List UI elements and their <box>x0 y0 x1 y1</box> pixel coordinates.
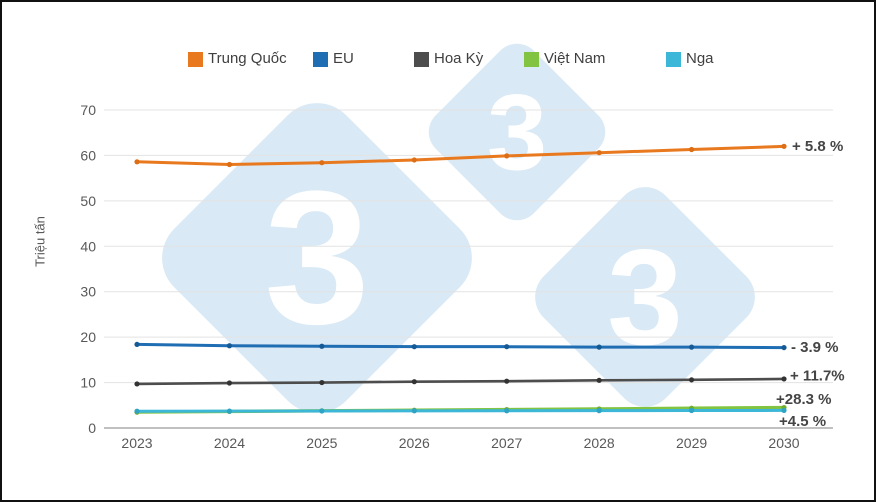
data-point-eu-2025[interactable] <box>319 343 325 349</box>
data-point-nga-2026[interactable] <box>411 408 417 414</box>
watermark-digit-2: 3 <box>487 72 547 193</box>
data-point-eu-2028[interactable] <box>596 344 602 350</box>
y-tick-60: 60 <box>80 147 96 163</box>
data-point-eu-2027[interactable] <box>504 344 510 350</box>
legend-label-nga: Nga <box>686 50 714 67</box>
legend-label-trung-quoc: Trung Quốc <box>208 50 287 67</box>
data-point-trung-qu-c-2030[interactable] <box>781 143 787 149</box>
annotation-eu: - 3.9 % <box>791 339 839 356</box>
data-point-trung-qu-c-2026[interactable] <box>411 157 417 163</box>
legend-item-viet-nam[interactable]: Việt Nam <box>524 50 605 68</box>
data-point-eu-2024[interactable] <box>226 343 233 349</box>
legend-label-eu: EU <box>333 50 354 67</box>
x-tick-2027: 2027 <box>491 435 522 451</box>
x-tick-2028: 2028 <box>584 435 615 451</box>
y-axis-title: Triệu tấn <box>32 216 48 267</box>
series-line-hoa-k- <box>135 377 786 386</box>
y-tick-50: 50 <box>80 193 96 209</box>
legend-swatch-nga <box>666 51 681 67</box>
data-point-nga-2029[interactable] <box>688 407 695 414</box>
data-point-trung-qu-c-2029[interactable] <box>688 146 695 153</box>
legend-swatch-hoa-ky <box>414 51 429 67</box>
data-point-trung-qu-c-2028[interactable] <box>596 150 602 156</box>
chart-legend: Trung Quốc EU Hoa Kỳ Việt Nam Nga <box>2 50 874 70</box>
y-tick-10: 10 <box>80 375 96 391</box>
data-point-trung-qu-c-2025[interactable] <box>319 160 325 166</box>
x-tick-2030: 2030 <box>768 435 799 451</box>
data-point-trung-qu-c-2023[interactable] <box>134 159 140 165</box>
data-point-nga-2025[interactable] <box>319 408 325 414</box>
legend-label-viet-nam: Việt Nam <box>544 50 606 67</box>
y-tick-30: 30 <box>80 284 96 300</box>
annotation-hoa-k-: + 11.7% <box>790 367 845 384</box>
y-tick-40: 40 <box>80 238 96 254</box>
x-tick-2023: 2023 <box>121 435 152 451</box>
watermark-digit-3: 3 <box>607 221 683 373</box>
data-point-hoa-k--2023[interactable] <box>134 381 140 387</box>
series-line-nga <box>135 408 786 413</box>
data-point-eu-2029[interactable] <box>688 344 695 350</box>
legend-item-hoa-ky[interactable]: Hoa Kỳ <box>414 50 483 68</box>
data-point-hoa-k--2030[interactable] <box>781 376 787 382</box>
data-point-eu-2023[interactable] <box>134 341 140 348</box>
data-point-hoa-k--2029[interactable] <box>688 377 695 383</box>
data-point-trung-qu-c-2024[interactable] <box>226 161 233 168</box>
x-tick-2029: 2029 <box>676 435 707 451</box>
x-tick-2026: 2026 <box>399 435 430 451</box>
watermark-diamond-3 <box>535 187 755 407</box>
data-point-hoa-k--2026[interactable] <box>411 379 417 385</box>
series-line-eu <box>135 342 786 350</box>
y-tick-0: 0 <box>88 420 96 436</box>
annotation-nga: +4.5 % <box>779 413 826 430</box>
y-tick-70: 70 <box>80 102 96 118</box>
data-point-nga-2028[interactable] <box>596 408 602 414</box>
data-point-eu-2030[interactable] <box>781 344 787 351</box>
y-tick-20: 20 <box>80 329 96 345</box>
legend-swatch-trung-quoc <box>188 51 203 67</box>
legend-swatch-viet-nam <box>524 51 539 67</box>
data-point-hoa-k--2027[interactable] <box>504 378 510 384</box>
watermark-diamond-1 <box>162 103 472 413</box>
x-tick-2025: 2025 <box>306 435 337 451</box>
data-point-nga-2027[interactable] <box>504 408 510 414</box>
annotation-vi-t-nam: +28.3 % <box>776 391 831 408</box>
legend-swatch-eu <box>313 51 328 67</box>
data-point-hoa-k--2024[interactable] <box>226 380 233 386</box>
legend-label-hoa-ky: Hoa Kỳ <box>434 50 484 67</box>
data-point-nga-2024[interactable] <box>226 408 233 414</box>
watermark-diamond-2 <box>428 43 606 221</box>
data-point-hoa-k--2025[interactable] <box>319 379 325 386</box>
annotation-trung-qu-c: + 5.8 % <box>792 138 843 155</box>
data-point-trung-qu-c-2027[interactable] <box>504 153 510 159</box>
legend-item-nga[interactable]: Nga <box>666 50 714 68</box>
data-point-hoa-k--2028[interactable] <box>596 377 602 383</box>
watermark-digit-1: 3 <box>264 152 370 364</box>
legend-item-eu[interactable]: EU <box>313 50 354 68</box>
data-point-nga-2030[interactable] <box>781 407 787 414</box>
data-point-nga-2023[interactable] <box>134 408 140 414</box>
data-point-eu-2026[interactable] <box>411 344 417 350</box>
series-line-trung-qu-c <box>135 144 786 167</box>
legend-item-trung-quoc[interactable]: Trung Quốc <box>188 50 287 68</box>
x-tick-2024: 2024 <box>214 435 245 451</box>
